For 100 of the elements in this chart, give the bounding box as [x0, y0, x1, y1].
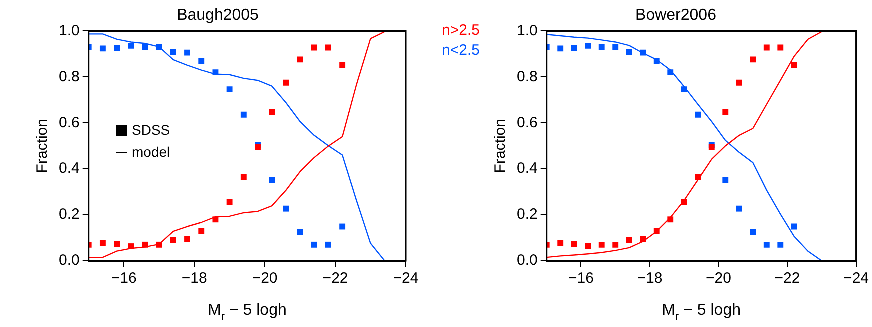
chart-title: Baugh2005: [177, 7, 260, 24]
y-tick-label: 0.4: [516, 160, 538, 178]
point: [612, 44, 619, 50]
point: [558, 240, 564, 246]
point: [736, 80, 742, 86]
point: [170, 237, 176, 244]
y-tick-label: 1.0: [58, 22, 80, 40]
point: [114, 45, 120, 51]
x-tick-label: −22: [322, 270, 348, 288]
point: [114, 241, 120, 248]
point: [269, 109, 276, 116]
y-tick-label: 0.6: [516, 114, 538, 132]
point: [736, 206, 742, 212]
point: [311, 242, 318, 248]
annotation: model: [132, 144, 170, 160]
y-axis-title: Fraction: [492, 119, 510, 174]
x-tick-label: −16: [568, 270, 594, 288]
text: n>2.5: [442, 22, 480, 39]
point: [198, 228, 205, 234]
point: [311, 44, 318, 51]
point: [156, 44, 162, 50]
point: [226, 199, 233, 206]
x-tick-label: −20: [252, 270, 278, 288]
point: [640, 236, 646, 242]
point: [791, 62, 798, 68]
point: [585, 244, 592, 250]
point: [571, 45, 578, 51]
point: [558, 46, 564, 52]
point: [612, 242, 619, 248]
point: [695, 174, 702, 180]
point: [626, 237, 632, 244]
point: [269, 177, 276, 184]
y-tick-label: 0.2: [58, 206, 80, 224]
point: [297, 229, 304, 236]
point: [226, 86, 233, 93]
point: [212, 216, 219, 223]
point: [764, 242, 770, 248]
y-tick-label: 0.0: [58, 252, 80, 270]
chart-title: Bower2006: [636, 7, 717, 24]
text: n<2.5: [442, 42, 480, 59]
annotation: SDSS: [132, 122, 170, 138]
point: [708, 144, 715, 150]
point: [170, 49, 176, 56]
point: [184, 50, 190, 56]
point: [750, 229, 756, 236]
x-tick-label: −22: [774, 270, 800, 288]
point: [791, 224, 798, 230]
point: [778, 44, 784, 51]
point: [750, 56, 756, 63]
point: [326, 44, 332, 51]
x-tick-label: −16: [111, 270, 137, 288]
x-tick-label: −20: [706, 270, 732, 288]
point: [283, 206, 290, 212]
y-tick-label: 0.6: [58, 114, 80, 132]
y-tick-label: 0.8: [58, 68, 80, 86]
point: [212, 70, 219, 76]
point: [156, 242, 162, 248]
x-tick-label: −24: [844, 270, 870, 288]
point: [142, 242, 148, 248]
y-axis-title: Fraction: [34, 119, 52, 174]
point: [722, 177, 729, 184]
point: [255, 144, 261, 150]
point: [326, 242, 332, 248]
point: [240, 112, 247, 118]
point: [184, 236, 190, 242]
point: [681, 199, 688, 206]
point: [128, 244, 134, 250]
point: [571, 241, 578, 248]
point: [198, 58, 205, 64]
x-tick-label: −18: [182, 270, 208, 288]
point: [598, 242, 605, 248]
y-tick-label: 0.2: [516, 206, 538, 224]
point: [142, 44, 148, 50]
point: [283, 80, 290, 86]
x-tick-label: −18: [637, 270, 663, 288]
point: [100, 46, 106, 52]
x-tick-label: −24: [393, 270, 419, 288]
point: [240, 174, 247, 180]
point: [695, 112, 702, 118]
point: [764, 44, 770, 51]
y-tick-label: 1.0: [516, 22, 538, 40]
point: [722, 109, 729, 116]
point: [668, 216, 674, 223]
point: [585, 42, 592, 49]
point: [654, 228, 660, 234]
point: [778, 242, 784, 248]
y-tick-label: 0.4: [58, 160, 80, 178]
point: [598, 44, 605, 50]
y-tick-label: 0.8: [516, 68, 538, 86]
point: [668, 70, 674, 76]
point: [654, 58, 660, 64]
point: [626, 49, 632, 56]
y-tick-label: 0.0: [516, 252, 538, 270]
point: [340, 62, 346, 68]
point: [100, 240, 106, 246]
point: [128, 42, 134, 49]
point: [681, 86, 688, 93]
point: [297, 56, 304, 63]
point: [340, 224, 346, 230]
point: [640, 50, 646, 56]
